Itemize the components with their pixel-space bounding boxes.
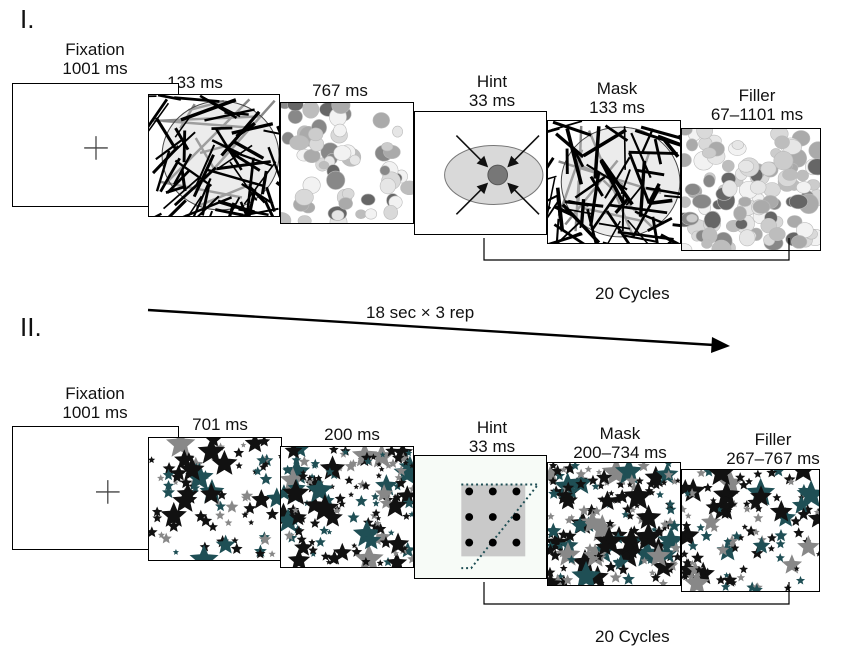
caption-mask-1: Mask 133 ms xyxy=(589,79,645,117)
caption-line: 33 ms xyxy=(468,437,516,456)
timeline-arrow-icon xyxy=(147,308,730,353)
star-filler-frame-2 xyxy=(681,469,820,592)
caption-line: 767 ms xyxy=(312,81,368,100)
caption-line: Mask xyxy=(599,424,641,443)
caption-filler-1: Filler 67–1101 ms xyxy=(711,86,803,124)
panel-two-label: II. xyxy=(20,312,42,342)
caption-noise-1: 133 ms xyxy=(167,73,223,92)
star-field-frame-2b xyxy=(280,446,414,568)
caption-stars-b-2: 200 ms xyxy=(324,425,380,444)
caption-dots-1: 767 ms xyxy=(312,81,368,100)
hint-arrows xyxy=(455,135,540,215)
line-noise-frame-1 xyxy=(148,94,280,217)
dot-field-frame-1 xyxy=(280,102,414,224)
caption-stars-a-2: 701 ms xyxy=(192,415,248,434)
caption-line: 133 ms xyxy=(167,73,223,92)
cycles-label-1: 20 Cycles xyxy=(595,284,670,303)
fixation-cross-icon xyxy=(95,480,120,504)
caption-line: 267–767 ms xyxy=(726,449,820,468)
caption-line: Fixation xyxy=(65,384,125,403)
caption-line: Fixation xyxy=(65,40,125,59)
cycles-bracket-2 xyxy=(483,582,790,605)
caption-hint-2: Hint 33 ms xyxy=(469,418,515,456)
line-mask-frame-1 xyxy=(547,120,681,244)
caption-line: Hint xyxy=(476,72,508,91)
caption-line: 67–1101 ms xyxy=(710,105,804,124)
caption-line: 1001 ms xyxy=(62,403,128,422)
caption-mask-2: Mask 200–734 ms xyxy=(573,424,667,462)
fixation-cross-icon xyxy=(84,136,108,160)
hint-dotted-path xyxy=(461,483,541,570)
caption-line: 200 ms xyxy=(324,425,380,444)
caption-line: 33 ms xyxy=(468,91,516,110)
caption-filler-2: Filler 267–767 ms xyxy=(726,430,820,468)
cycles-label-2: 20 Cycles xyxy=(595,627,670,646)
caption-line: Hint xyxy=(476,418,508,437)
panel-one-label: I. xyxy=(20,4,35,34)
caption-line: 133 ms xyxy=(589,98,645,117)
caption-line: Filler xyxy=(738,86,776,105)
caption-hint-1: Hint 33 ms xyxy=(469,72,515,110)
caption-fixation-1: Fixation 1001 ms xyxy=(62,40,127,78)
hint-frame-1 xyxy=(414,111,547,235)
caption-fixation-2: Fixation 1001 ms xyxy=(62,384,127,422)
caption-line: 200–734 ms xyxy=(573,443,667,462)
hint-grid-dots xyxy=(465,487,521,547)
star-mask-frame-2 xyxy=(547,462,681,586)
hint-frame-2 xyxy=(414,455,547,579)
timeline-label: 18 sec × 3 rep xyxy=(366,303,475,322)
dot-filler-frame-1 xyxy=(681,128,821,251)
caption-line: Filler xyxy=(754,430,792,449)
caption-line: 701 ms xyxy=(192,415,248,434)
star-field-frame-2a xyxy=(148,437,282,561)
caption-line: Mask xyxy=(596,79,638,98)
cycles-bracket-1 xyxy=(483,238,790,261)
caption-line: 1001 ms xyxy=(62,59,128,78)
hint-target-dot xyxy=(487,164,509,186)
